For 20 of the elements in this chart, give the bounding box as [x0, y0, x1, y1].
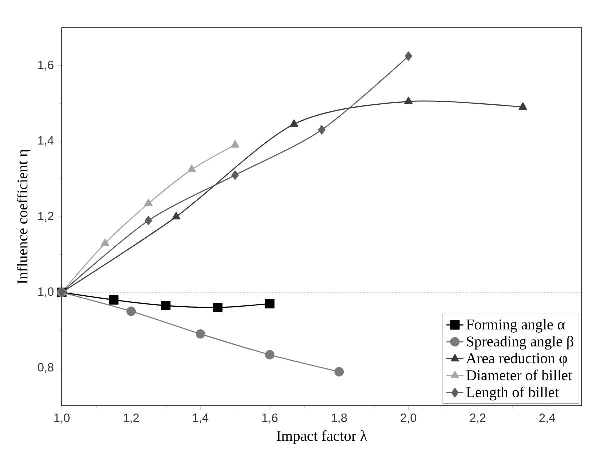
x-tick-label: 1,6: [262, 414, 278, 424]
x-tick-label: 2,0: [400, 414, 417, 424]
y-tick-label: 1,0: [38, 288, 54, 298]
y-tick-label: 0,8: [38, 363, 54, 374]
x-tick-label: 1,4: [193, 414, 209, 424]
legend-label: Diameter of billet: [466, 370, 572, 381]
y-axis-title: Influence coefficient η: [17, 150, 31, 284]
x-tick-label: 1,0: [54, 414, 70, 424]
y-tick-label: 1,4: [38, 136, 54, 146]
y-tick-label: 1,6: [38, 60, 54, 71]
x-tick-label: 1,2: [124, 414, 140, 424]
legend-label: Forming angle α: [466, 319, 565, 333]
x-tick-label: 2,4: [540, 414, 556, 424]
y-tick-label: 1,2: [38, 212, 54, 222]
x-axis-title: Impact factor λ: [277, 430, 368, 444]
x-tick-label: 2,2: [470, 414, 486, 424]
legend-label: Length of billet: [466, 386, 560, 401]
legend-label: Area reduction φ: [466, 353, 568, 367]
legend-label: Spreading angle β: [467, 336, 574, 350]
x-tick-label: 1,8: [332, 414, 348, 424]
